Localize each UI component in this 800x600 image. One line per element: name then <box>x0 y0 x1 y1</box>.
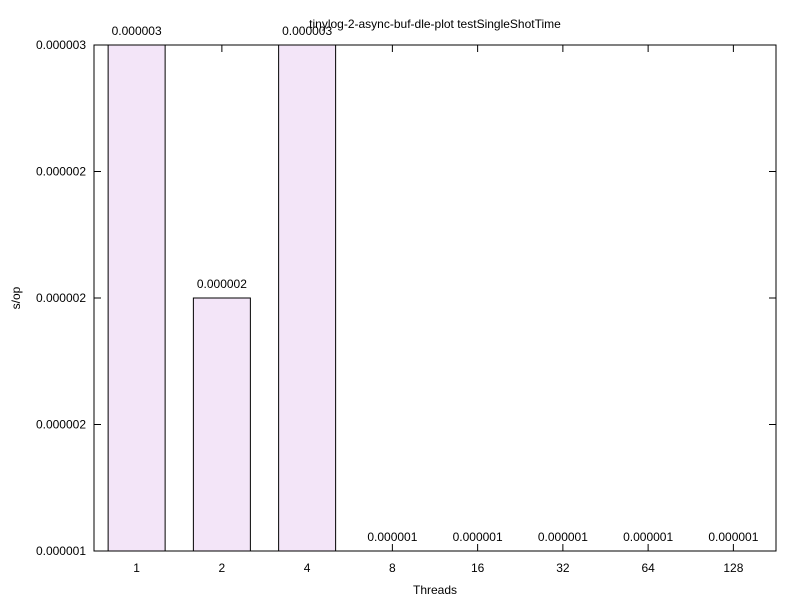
bars <box>107 44 337 552</box>
data-label: 0.000003 <box>282 24 332 38</box>
y-tick-label: 0.000002 <box>36 165 86 179</box>
y-tick-label: 0.000003 <box>36 38 86 52</box>
y-tick-label: 0.000002 <box>36 291 86 305</box>
x-tick-label: 16 <box>471 561 485 575</box>
data-label: 0.000001 <box>367 530 417 544</box>
data-label: 0.000001 <box>623 530 673 544</box>
data-label: 0.000003 <box>112 24 162 38</box>
data-labels: 0.000003 0.000002 0.000003 0.000001 0.000001… <box>112 24 759 544</box>
bar <box>192 297 251 552</box>
x-tick-label: 8 <box>389 561 396 575</box>
data-label: 0.000001 <box>538 530 588 544</box>
bar <box>278 44 337 552</box>
x-tick-label: 2 <box>219 561 226 575</box>
y-tick-label: 0.000001 <box>36 544 86 558</box>
y-tick-label: 0.000002 <box>36 418 86 432</box>
chart-title: tinylog-2-async-buf-dle-plot testSingleS… <box>309 17 561 31</box>
data-label: 0.000001 <box>708 530 758 544</box>
data-label: 0.000001 <box>453 530 503 544</box>
bar <box>107 44 166 552</box>
x-tick-label: 128 <box>723 561 743 575</box>
x-tick-label: 64 <box>641 561 655 575</box>
data-label: 0.000002 <box>197 277 247 291</box>
x-tick-label: 32 <box>556 561 570 575</box>
x-axis-label: Threads <box>413 583 457 597</box>
y-axis: 0.000001 0.000002 0.000002 0.000002 0.000003 <box>36 38 776 558</box>
x-tick-label: 1 <box>133 561 140 575</box>
y-axis-label: s/op <box>9 286 23 309</box>
x-tick-label: 4 <box>304 561 311 575</box>
